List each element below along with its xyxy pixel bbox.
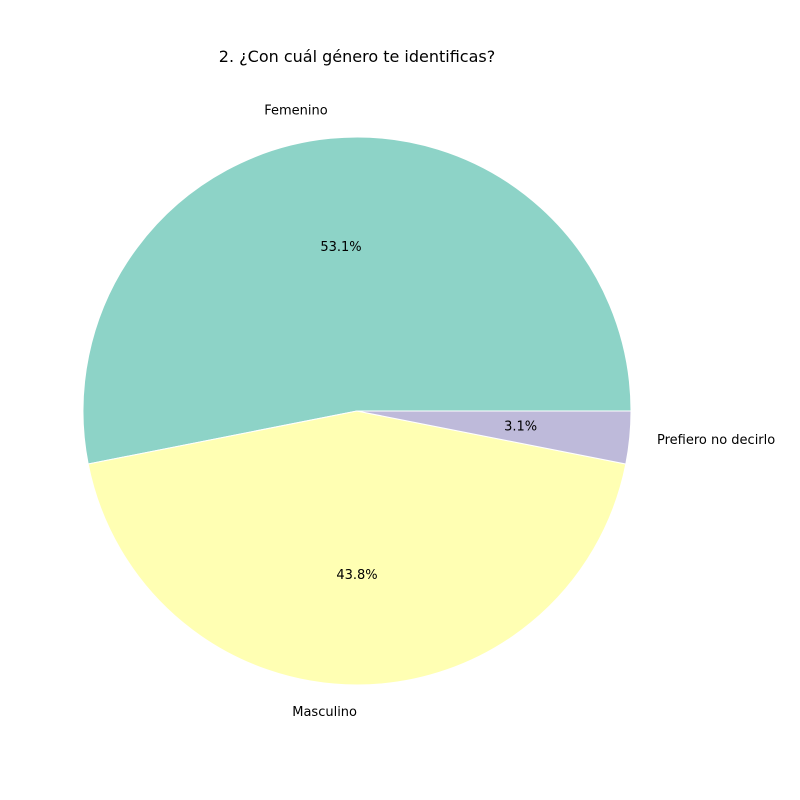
- percent-label-prefiero-no-decirlo: 3.1%: [504, 419, 537, 434]
- pie-slice-masculino: [87, 410, 627, 686]
- slice-label-prefiero-no-decirlo: Prefiero no decirlo: [657, 433, 775, 448]
- pie-slices: [82, 136, 632, 686]
- pie-slice-femenino: [82, 136, 632, 465]
- pie-labels: Femenino 53.1% Masculino 43.8% Prefiero no d…: [264, 104, 775, 720]
- slice-label-masculino: Masculino: [292, 705, 357, 720]
- percent-label-femenino: 53.1%: [320, 240, 361, 255]
- chart-title: 2. ¿Con cuál género te identificas?: [219, 47, 495, 66]
- pie-slice-prefiero-no-decirlo: [356, 410, 632, 465]
- slice-label-femenino: Femenino: [264, 104, 328, 119]
- percent-label-masculino: 43.8%: [336, 568, 377, 583]
